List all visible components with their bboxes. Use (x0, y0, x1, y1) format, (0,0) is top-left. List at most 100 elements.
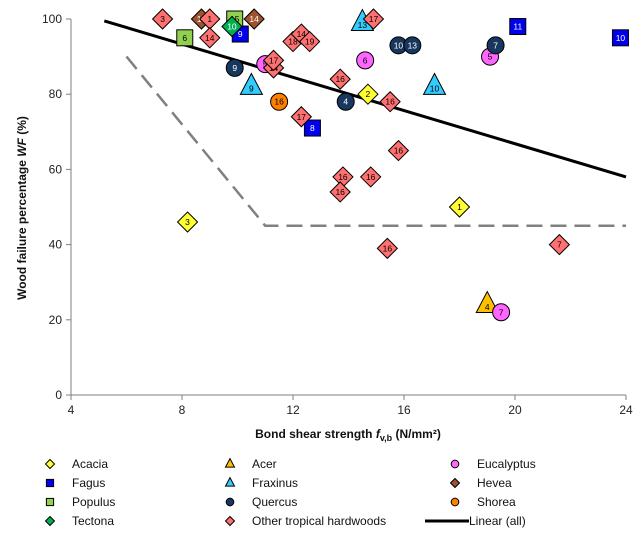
other-tropical-hardwoods-point (362, 8, 385, 30)
eucalyptus-point (356, 51, 375, 70)
fagus-point (611, 29, 629, 47)
quercus-point (486, 36, 505, 55)
legend-swatch-acer (224, 457, 236, 468)
other-tropical-hardwoods-point-label: 14 (205, 33, 215, 43)
dashed-threshold-line (125, 55, 626, 228)
other-tropical-hardwoods-point-label: 16 (338, 172, 348, 182)
populus-point-label: 6 (182, 33, 187, 43)
y-tick-label: 80 (49, 87, 63, 101)
other-tropical-hardwoods-point (298, 30, 321, 53)
acacia-point-label: 1 (457, 202, 462, 212)
acacia-point (448, 196, 471, 218)
other-tropical-hardwoods-point (290, 106, 313, 128)
other-tropical-hardwoods-point (329, 181, 351, 203)
legend-swatch-shorea (450, 497, 460, 507)
other-tropical-hardwoods-point-label: 14 (297, 29, 307, 39)
legend-swatch-eucalyptus (450, 459, 460, 469)
legend-label-linear-all-: Linear (all) (469, 514, 526, 528)
legend-label-hevea: Hevea (477, 476, 512, 490)
legend-label-other-tropical-hardwoods: Other tropical hardwoods (252, 514, 386, 528)
shorea-point (270, 92, 289, 111)
x-axis-label: Bond shear strength fv,b (N/mm²) (255, 427, 441, 443)
other-tropical-hardwoods-point-label: 3 (160, 14, 165, 24)
x-tick-label: 20 (508, 403, 522, 417)
other-tropical-hardwoods-point-label: 18 (288, 37, 298, 47)
other-tropical-hardwoods-point (387, 139, 410, 162)
eucalyptus-point-label: 5 (263, 59, 268, 69)
hevea-point (243, 8, 265, 30)
other-tropical-hardwoods-point-label: 16 (383, 243, 393, 253)
acacia-point-label: 2 (366, 89, 371, 99)
acer-point (475, 290, 500, 313)
other-tropical-hardwoods-point (329, 68, 351, 90)
other-tropical-hardwoods-point-label: 19 (305, 37, 315, 47)
fraxinus-point-label: 10 (430, 84, 440, 94)
other-tropical-hardwoods-point-label: 17 (369, 14, 379, 24)
x-tick-label: 12 (286, 403, 300, 417)
legend-label-populus: Populus (72, 495, 115, 509)
other-tropical-hardwoods-point (379, 91, 401, 113)
fraxinus-point (422, 72, 447, 95)
fagus-point-label: 11 (513, 22, 522, 32)
other-tropical-hardwoods-point-label: 16 (385, 97, 395, 107)
fraxinus-point (239, 72, 264, 95)
other-tropical-hardwoods-point-label: 16 (335, 74, 345, 84)
x-ticks: 4 8 12 16 20 24 (68, 395, 633, 417)
other-tropical-hardwoods-point (262, 49, 285, 72)
y-tick-label: 60 (49, 162, 63, 176)
y-ticks: 0 20 40 60 80 100 (42, 12, 71, 402)
hevea-point-label: 14 (249, 14, 259, 24)
legend-swatch-acacia (44, 458, 56, 470)
legend-label-tectona: Tectona (72, 514, 114, 528)
y-tick-label: 0 (55, 388, 62, 402)
legend-label-fagus: Fagus (72, 476, 105, 490)
y-tick-label: 40 (49, 238, 63, 252)
x-tick-label: 4 (68, 403, 75, 417)
quercus-point-label: 4 (343, 97, 348, 107)
y-tick-label: 20 (49, 313, 63, 327)
fagus-point (509, 18, 527, 36)
legend-label-acer: Acer (252, 457, 277, 471)
other-tropical-hardwoods-point-label: 7 (557, 240, 562, 250)
quercus-point (403, 36, 422, 55)
legend-label-shorea: Shorea (477, 495, 516, 509)
other-tropical-hardwoods-point-label: 1 (207, 14, 212, 24)
other-tropical-hardwoods-point (548, 233, 571, 256)
other-tropical-hardwoods-point-label: 16 (366, 172, 376, 182)
fagus-point-label: 10 (616, 33, 626, 43)
acacia-point-label: 3 (185, 217, 190, 227)
x-tick-label: 16 (397, 403, 411, 417)
legend-swatch-fraxinus (224, 476, 236, 487)
other-tropical-hardwoods-point (199, 27, 221, 49)
acer-point-label: 4 (485, 302, 490, 312)
acacia-point (357, 83, 379, 105)
x-tick-label: 8 (179, 403, 186, 417)
shorea-point-label: 16 (274, 97, 284, 107)
legend-label-acacia: Acacia (72, 457, 108, 471)
quercus-point-label: 13 (408, 40, 418, 50)
legend-swatch-fagus (45, 478, 55, 488)
tectona-point (221, 15, 243, 38)
quercus-point-label: 9 (232, 63, 237, 73)
y-axis-label: Wood failure percentage WF (%) (15, 116, 29, 300)
other-tropical-hardwoods-point (376, 237, 399, 260)
eucalyptus-point-label: 7 (499, 307, 504, 317)
quercus-point-label: 7 (493, 40, 498, 50)
eucalyptus-point-label: 5 (488, 52, 493, 62)
fagus-point-label: 9 (238, 29, 243, 39)
eucalyptus-point (492, 303, 511, 322)
legend-swatch-populus (45, 497, 55, 507)
fagus-point (303, 119, 321, 137)
other-tropical-hardwoods-point-label: 17 (269, 55, 279, 65)
fagus-point-label: 8 (310, 123, 315, 133)
x-tick-label: 24 (619, 403, 633, 417)
acacia-point (176, 211, 199, 233)
other-tropical-hardwoods-point (359, 166, 382, 188)
legend: Acacia Acer Eucalyptus Fagus Fraxinus Hevea Po… (44, 457, 536, 528)
tectona-point-label: 10 (227, 22, 237, 32)
legend-swatch-hevea (449, 477, 461, 489)
fraxinus-point-label: 9 (249, 84, 254, 94)
populus-point (176, 29, 194, 47)
other-tropical-hardwoods-point-label: 16 (335, 187, 345, 197)
